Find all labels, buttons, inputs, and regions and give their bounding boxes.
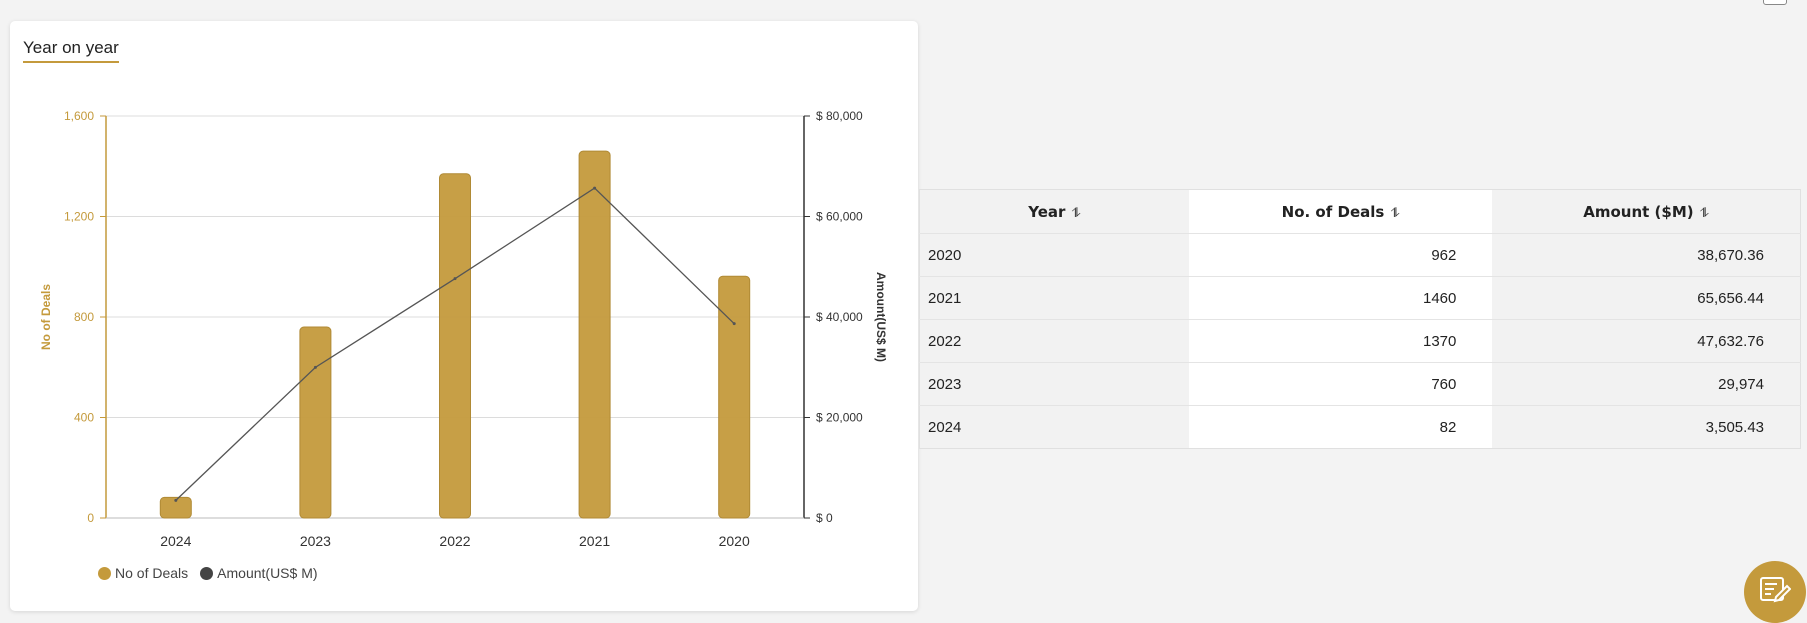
notepad-edit-icon bbox=[1760, 577, 1791, 603]
table-row: 2020 962 38,670.36 bbox=[919, 233, 1801, 277]
deals-bar bbox=[439, 173, 471, 519]
amount-point bbox=[313, 365, 317, 369]
deals-bars bbox=[159, 150, 751, 519]
header-amount[interactable]: Amount ($M) ⥮ bbox=[1492, 189, 1801, 234]
deals-bar bbox=[159, 496, 192, 519]
feedback-fab-button[interactable] bbox=[1744, 561, 1806, 623]
cell-deals: 82 bbox=[1189, 405, 1493, 449]
header-year[interactable]: Year ⥮ bbox=[919, 189, 1190, 234]
header-amount-label: Amount ($M) bbox=[1583, 202, 1694, 221]
left-tick-label: 800 bbox=[74, 310, 94, 324]
x-tick-label: 2021 bbox=[579, 533, 610, 549]
x-tick-label: 2023 bbox=[300, 533, 331, 549]
legend-item-deals[interactable]: No of Deals bbox=[98, 565, 188, 581]
cell-deals: 760 bbox=[1189, 362, 1493, 406]
year-on-year-chart: 0 400 800 1,200 1,600 $ 0 $ 20,000 $ 40,000 $ 60… bbox=[39, 109, 888, 549]
legend-item-amount[interactable]: Amount(US$ M) bbox=[200, 565, 318, 581]
cell-amount: 29,974 bbox=[1492, 362, 1801, 406]
x-tick-label: 2024 bbox=[160, 533, 191, 549]
table-row: 2023 760 29,974 bbox=[919, 362, 1801, 406]
cell-deals: 1460 bbox=[1189, 276, 1493, 320]
right-tick-label: $ 60,000 bbox=[816, 210, 863, 224]
card-title: Year on year bbox=[23, 38, 119, 63]
header-year-label: Year bbox=[1028, 202, 1066, 221]
cell-deals: 962 bbox=[1189, 233, 1493, 277]
deals-bar bbox=[578, 150, 611, 519]
legend-amount-label: Amount(US$ M) bbox=[217, 565, 318, 581]
deals-bar bbox=[299, 326, 332, 519]
legend-amount-swatch bbox=[200, 566, 214, 580]
right-tick-label: $ 40,000 bbox=[816, 310, 863, 324]
left-tick-label: 1,600 bbox=[64, 109, 94, 123]
chart-legend: No of Deals Amount(US$ M) bbox=[98, 565, 330, 581]
right-tick-label: $ 20,000 bbox=[816, 411, 863, 425]
header-deals[interactable]: No. of Deals ⥮ bbox=[1189, 189, 1493, 234]
sort-icon[interactable]: ⥮ bbox=[1699, 205, 1710, 221]
chart-axes bbox=[100, 115, 810, 519]
cell-amount: 65,656.44 bbox=[1492, 276, 1801, 320]
cell-year: 2021 bbox=[919, 276, 1190, 320]
right-tick-label: $ 80,000 bbox=[816, 109, 863, 123]
sort-icon[interactable]: ⥮ bbox=[1390, 205, 1400, 221]
cell-amount: 47,632.76 bbox=[1492, 319, 1801, 363]
table-row: 2024 82 3,505.43 bbox=[919, 405, 1801, 449]
deals-table: Year ⥮ No. of Deals ⥮ Amount ($M) ⥮ 2020 96… bbox=[919, 189, 1801, 449]
amount-line bbox=[174, 186, 736, 502]
y-axis-title: No of Deals bbox=[39, 284, 53, 350]
cell-year: 2022 bbox=[919, 319, 1190, 363]
cell-year: 2023 bbox=[919, 362, 1190, 406]
header-deals-label: No. of Deals bbox=[1281, 202, 1385, 221]
left-tick-label: 400 bbox=[74, 411, 94, 425]
chart-labels: 0 400 800 1,200 1,600 $ 0 $ 20,000 $ 40,000 $ 60… bbox=[39, 109, 888, 549]
left-tick-label: 1,200 bbox=[64, 210, 94, 224]
x-tick-label: 2020 bbox=[719, 533, 750, 549]
cell-deals: 1370 bbox=[1189, 319, 1493, 363]
amount-point bbox=[453, 277, 457, 281]
amount-point bbox=[732, 322, 736, 326]
cell-amount: 38,670.36 bbox=[1492, 233, 1801, 277]
legend-deals-label: No of Deals bbox=[115, 565, 189, 581]
y2-axis-title: Amount(US$ M) bbox=[874, 272, 888, 362]
table-row: 2021 1460 65,656.44 bbox=[919, 276, 1801, 320]
cell-year: 2024 bbox=[919, 405, 1190, 449]
legend-deals-swatch bbox=[98, 566, 111, 580]
amount-point bbox=[593, 186, 597, 190]
deals-bar bbox=[718, 275, 751, 519]
left-tick-label: 0 bbox=[87, 511, 94, 525]
window-control-box[interactable] bbox=[1763, 0, 1787, 5]
cell-year: 2020 bbox=[919, 233, 1190, 277]
right-tick-label: $ 0 bbox=[816, 511, 833, 525]
table-row: 2022 1370 47,632.76 bbox=[919, 319, 1801, 363]
cell-amount: 3,505.43 bbox=[1492, 405, 1801, 449]
sort-icon[interactable]: ⥮ bbox=[1071, 205, 1081, 221]
amount-point bbox=[174, 498, 178, 502]
table-header-row: Year ⥮ No. of Deals ⥮ Amount ($M) ⥮ bbox=[919, 189, 1801, 234]
x-tick-label: 2022 bbox=[439, 533, 470, 549]
